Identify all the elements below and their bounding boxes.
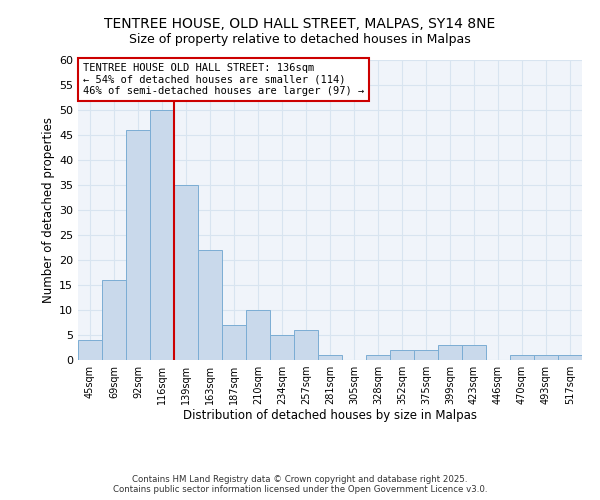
Bar [102, 280, 126, 360]
Bar [222, 325, 246, 360]
Bar [414, 350, 438, 360]
Y-axis label: Number of detached properties: Number of detached properties [42, 117, 55, 303]
X-axis label: Distribution of detached houses by size in Malpas: Distribution of detached houses by size … [183, 408, 477, 422]
Bar [150, 110, 174, 360]
Text: Size of property relative to detached houses in Malpas: Size of property relative to detached ho… [129, 32, 471, 46]
Bar [558, 355, 582, 360]
Bar [78, 340, 102, 360]
Bar [462, 345, 486, 360]
Bar [294, 330, 318, 360]
Bar [366, 355, 390, 360]
Bar [126, 130, 150, 360]
Bar [510, 355, 534, 360]
Bar [534, 355, 558, 360]
Text: TENTREE HOUSE, OLD HALL STREET, MALPAS, SY14 8NE: TENTREE HOUSE, OLD HALL STREET, MALPAS, … [104, 18, 496, 32]
Bar [390, 350, 414, 360]
Bar [246, 310, 270, 360]
Bar [318, 355, 342, 360]
Bar [438, 345, 462, 360]
Text: TENTREE HOUSE OLD HALL STREET: 136sqm
← 54% of detached houses are smaller (114): TENTREE HOUSE OLD HALL STREET: 136sqm ← … [83, 63, 364, 96]
Bar [174, 185, 198, 360]
Text: Contains HM Land Registry data © Crown copyright and database right 2025.
Contai: Contains HM Land Registry data © Crown c… [113, 474, 487, 494]
Bar [270, 335, 294, 360]
Bar [198, 250, 222, 360]
